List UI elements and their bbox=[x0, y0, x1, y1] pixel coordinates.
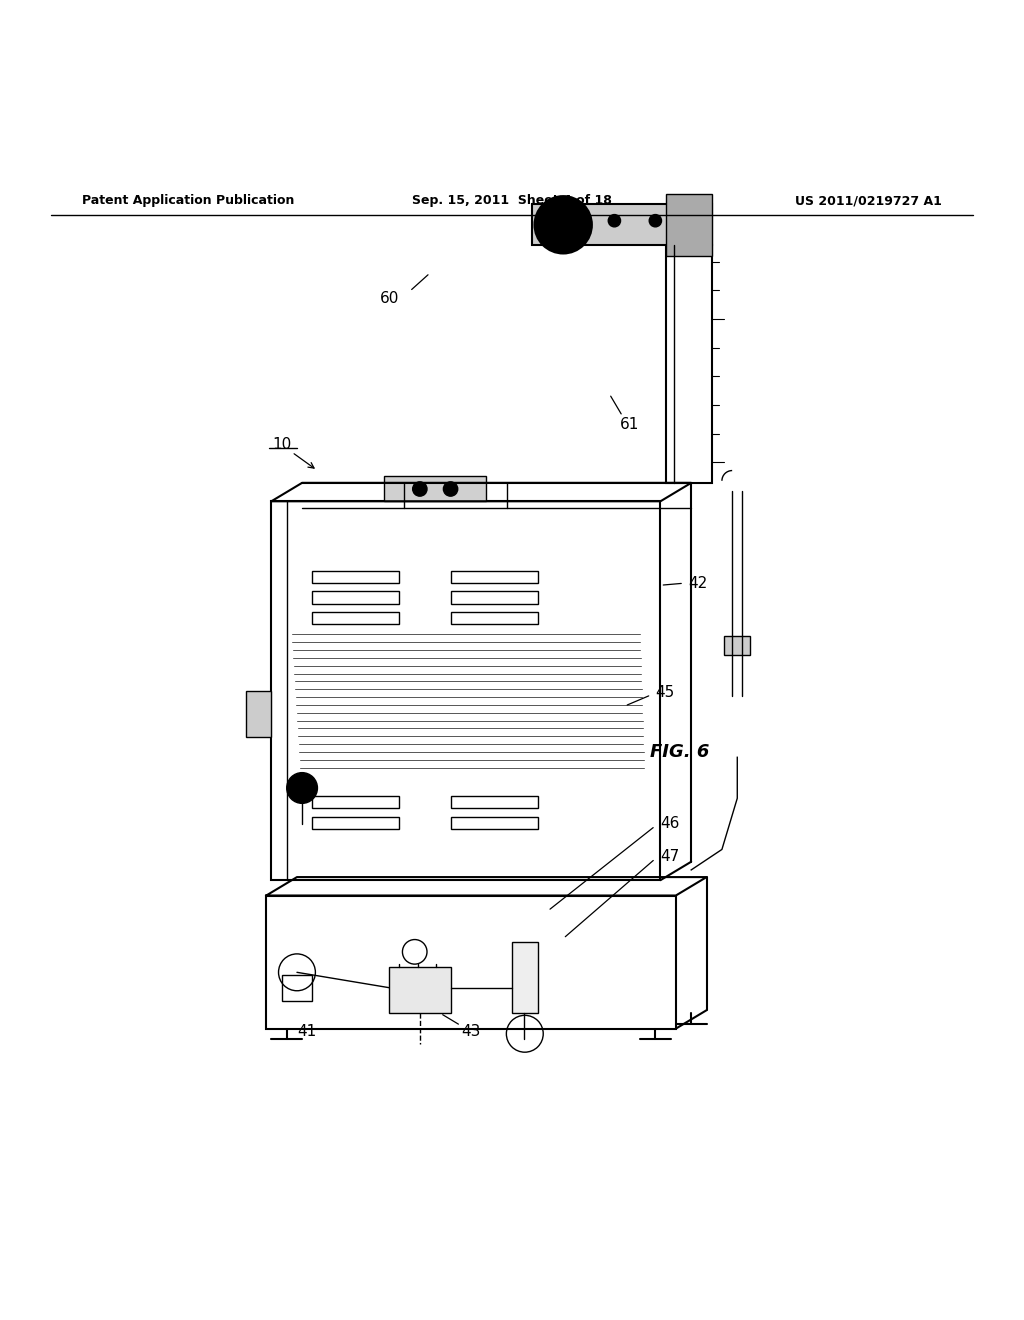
Text: US 2011/0219727 A1: US 2011/0219727 A1 bbox=[796, 194, 942, 207]
Text: Sep. 15, 2011  Sheet 4 of 18: Sep. 15, 2011 Sheet 4 of 18 bbox=[412, 194, 612, 207]
Bar bbox=[312, 572, 399, 583]
Bar bbox=[312, 796, 399, 808]
Bar bbox=[512, 941, 538, 1014]
Text: FIG. 6: FIG. 6 bbox=[650, 743, 710, 762]
Bar bbox=[246, 690, 271, 737]
Circle shape bbox=[443, 482, 458, 496]
Bar bbox=[389, 968, 451, 1014]
Circle shape bbox=[649, 215, 662, 227]
Text: 43: 43 bbox=[462, 1024, 480, 1039]
Bar bbox=[312, 591, 399, 603]
Bar bbox=[532, 205, 712, 246]
Bar bbox=[666, 246, 712, 483]
Circle shape bbox=[287, 772, 317, 804]
Text: 42: 42 bbox=[688, 576, 708, 591]
Bar bbox=[312, 612, 399, 624]
Bar bbox=[384, 475, 486, 502]
Text: 60: 60 bbox=[380, 290, 398, 306]
Text: Patent Application Publication: Patent Application Publication bbox=[82, 194, 294, 207]
Text: 47: 47 bbox=[660, 849, 680, 865]
Text: 41: 41 bbox=[298, 1024, 316, 1039]
Circle shape bbox=[413, 482, 427, 496]
Text: 45: 45 bbox=[655, 685, 675, 701]
Bar bbox=[282, 975, 312, 1001]
Bar bbox=[266, 895, 676, 1028]
Bar bbox=[666, 194, 712, 256]
Text: 61: 61 bbox=[620, 417, 639, 432]
Bar bbox=[451, 572, 538, 583]
Circle shape bbox=[608, 215, 621, 227]
Bar bbox=[312, 817, 399, 829]
Bar bbox=[451, 817, 538, 829]
Text: 10: 10 bbox=[272, 437, 291, 453]
Bar bbox=[724, 636, 750, 655]
Bar bbox=[451, 612, 538, 624]
Bar bbox=[451, 796, 538, 808]
Circle shape bbox=[535, 197, 592, 253]
Text: 46: 46 bbox=[660, 816, 680, 832]
Bar bbox=[271, 502, 660, 880]
Bar bbox=[451, 591, 538, 603]
